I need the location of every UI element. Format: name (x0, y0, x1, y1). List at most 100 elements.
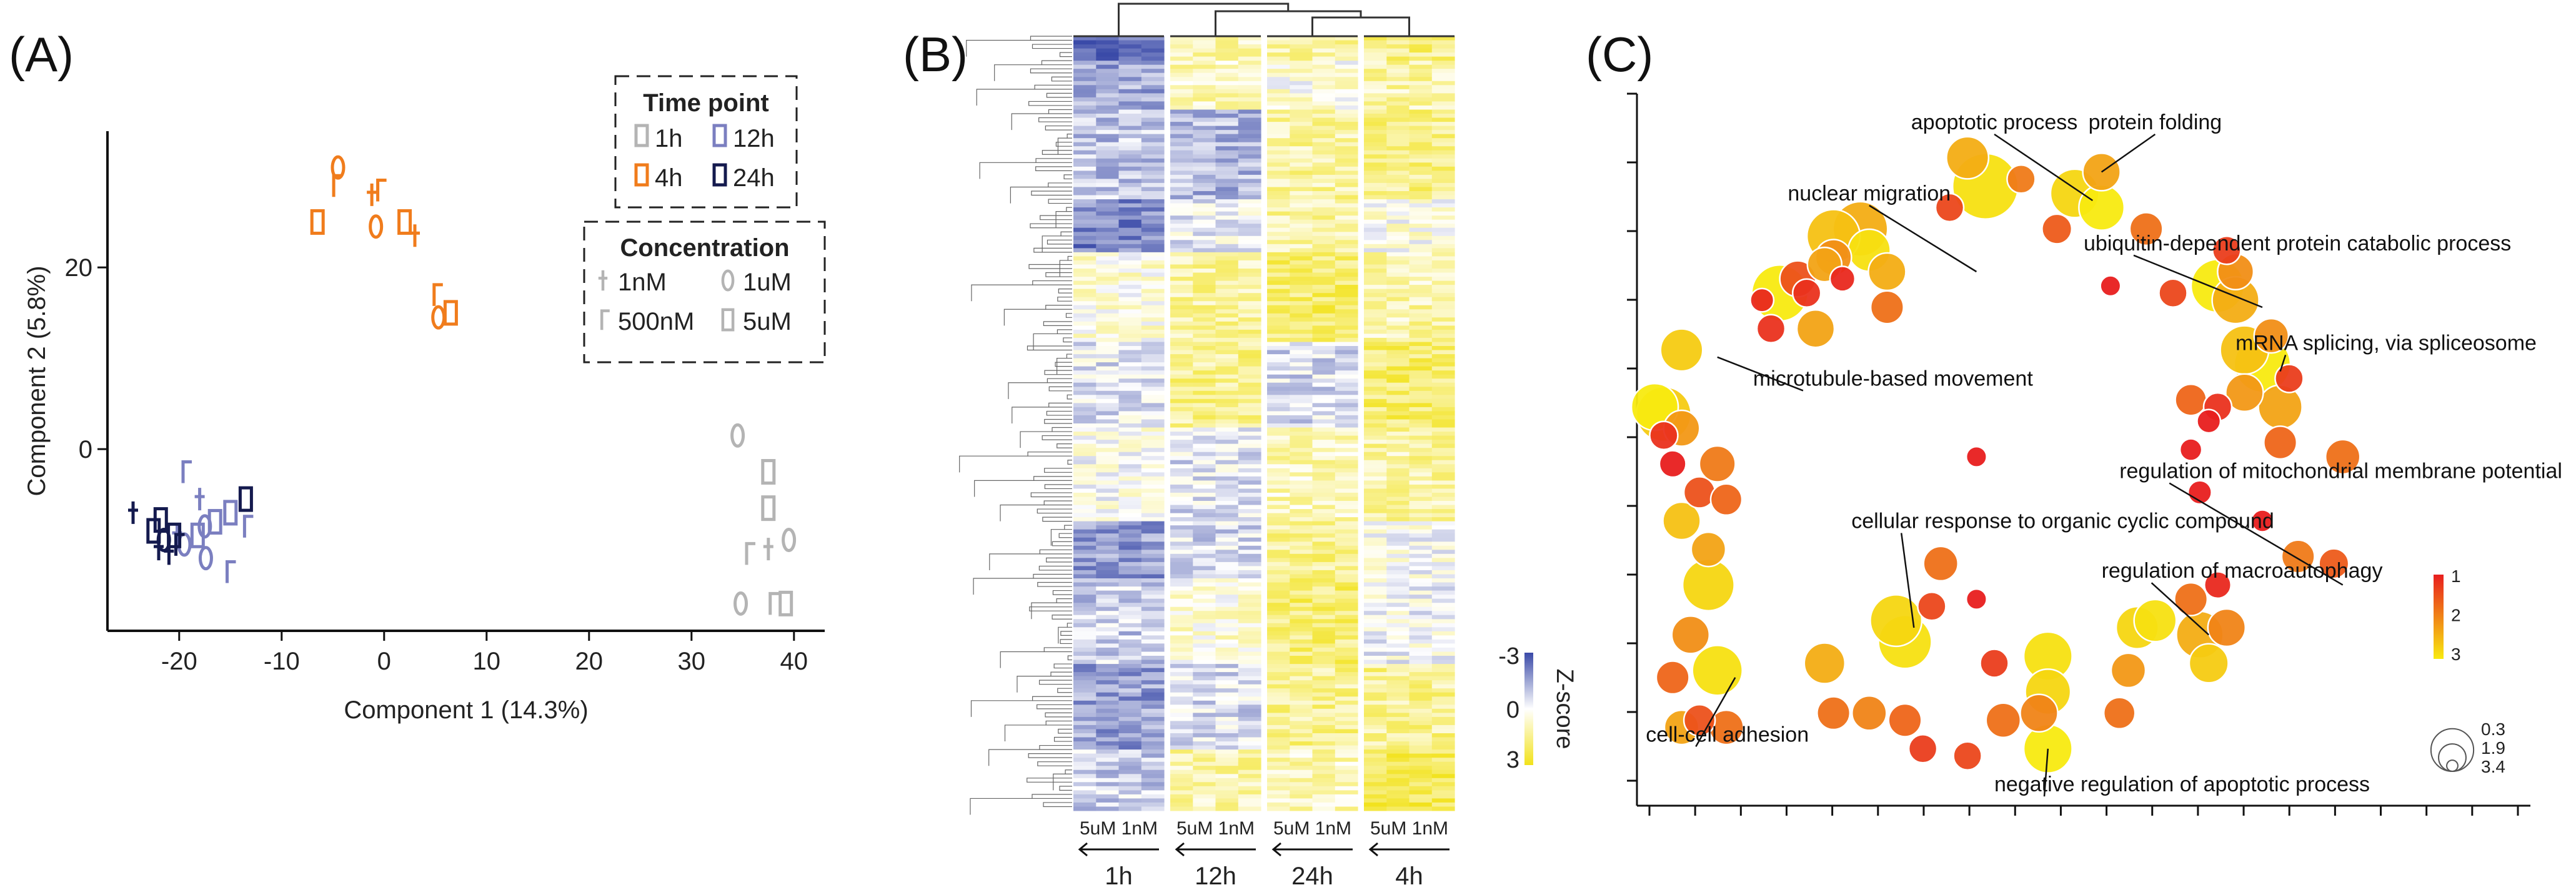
heatmap-cell (1215, 798, 1239, 803)
heatmap-cell (1141, 541, 1165, 546)
heatmap-cell (1431, 321, 1455, 326)
row-dendro-link (1033, 476, 1072, 481)
heatmap-cell (1073, 586, 1097, 591)
heatmap-cell (1267, 769, 1290, 774)
heatmap-cell (1335, 203, 1358, 208)
heatmap-cell (1312, 501, 1336, 505)
annotation-leader-line (1695, 677, 1736, 748)
heatmap-cell (1312, 334, 1336, 339)
heatmap-cell (1267, 89, 1290, 94)
heatmap-cell (1409, 606, 1433, 611)
heatmap-cell (1386, 252, 1410, 257)
heatmap-cell (1409, 700, 1433, 705)
annotations: apoptotic process protein foldingnuclear … (1646, 111, 2562, 797)
heatmap-cell (1193, 761, 1216, 766)
heatmap-cell (1386, 407, 1410, 412)
heatmap-cell (1193, 497, 1216, 502)
heatmap-cell (1267, 334, 1290, 339)
heatmap-cell (1141, 317, 1165, 322)
row-dendro-link (1067, 655, 1072, 661)
heatmap-cell (1290, 598, 1313, 603)
heatmap-cell (1386, 325, 1410, 330)
heatmap-cell (1193, 802, 1216, 807)
heatmap-cell (1364, 623, 1387, 628)
heatmap-cell (1335, 737, 1358, 742)
heatmap-cell (1312, 337, 1336, 342)
heatmap-cell (1386, 293, 1410, 298)
heatmap-cell (1096, 69, 1120, 74)
heatmap-cell (1238, 387, 1261, 392)
annotation-label: regulation of macroautophagy (2102, 559, 2383, 583)
heatmap-cell (1386, 545, 1410, 550)
heatmap-cell (1386, 395, 1410, 400)
heatmap-cell (1409, 448, 1433, 453)
heatmap-cell (1409, 582, 1433, 587)
heatmap-cell (1409, 277, 1433, 282)
heatmap-cell (1267, 122, 1290, 127)
heatmap-cell (1431, 529, 1455, 534)
heatmap-cell (1193, 248, 1216, 253)
heatmap-cell (1431, 329, 1455, 334)
heatmap-cell (1409, 631, 1433, 636)
heatmap-cell (1312, 517, 1336, 522)
heatmap-cell (1290, 635, 1313, 640)
column-label-24h-1nM: 1nM (1315, 818, 1351, 839)
heatmap-cell (1409, 162, 1433, 167)
heatmap-cell (1364, 390, 1387, 395)
heatmap-cell (1170, 521, 1193, 526)
heatmap-cell (1170, 656, 1193, 660)
heatmap-cell (1238, 615, 1261, 620)
heatmap-cell (1073, 561, 1097, 566)
heatmap-cell (1170, 72, 1193, 77)
heatmap-cell (1141, 224, 1165, 229)
heatmap-cell (1312, 158, 1336, 163)
heatmap-cell (1141, 72, 1165, 77)
heatmap-cell (1118, 639, 1142, 644)
heatmap-cell (1073, 85, 1097, 90)
heatmap-cell (1364, 219, 1387, 224)
heatmap-cell (1096, 611, 1120, 616)
heatmap-cell (1364, 89, 1387, 94)
heatmap-cell (1290, 415, 1313, 420)
go-term-bubble (1796, 309, 1836, 349)
heatmap-cell (1409, 211, 1433, 216)
heatmap-cell (1290, 244, 1313, 249)
row-dendro-link (1044, 418, 1072, 424)
series-24h (128, 486, 253, 565)
heatmap-cell (1267, 541, 1290, 546)
heatmap-cell (1238, 488, 1261, 493)
heatmap-cell (1364, 680, 1387, 685)
heatmap-cell (1409, 235, 1433, 240)
heatmap-cell (1193, 321, 1216, 326)
heatmap-cell (1409, 676, 1433, 681)
heatmap-cell (1364, 44, 1387, 49)
heatmap-cell (1409, 578, 1433, 583)
row-dendro-link (1033, 247, 1072, 253)
heatmap-cell (1170, 224, 1193, 229)
heatmap-cell (1073, 142, 1097, 147)
heatmap-cell (1290, 737, 1313, 742)
heatmap-cell (1238, 199, 1261, 204)
heatmap-cell (1238, 398, 1261, 403)
bubbles (1630, 136, 2361, 774)
heatmap-cell (1386, 215, 1410, 220)
heatmap-cell (1409, 370, 1433, 375)
heatmap-cell (1215, 256, 1239, 261)
heatmap-cell (1386, 578, 1410, 583)
heatmap-cell (1431, 769, 1455, 774)
heatmap-cell (1118, 325, 1142, 330)
heatmap-cell (1215, 664, 1239, 669)
heatmap-cell (1431, 566, 1455, 571)
heatmap-cell (1073, 631, 1097, 636)
heatmap-cell (1312, 452, 1336, 457)
value-colorbar-label: 3 (2451, 645, 2461, 664)
heatmap-cell (1267, 705, 1290, 710)
series-4h (310, 155, 458, 330)
heatmap-cell (1290, 509, 1313, 514)
heatmap-cell (1267, 468, 1290, 473)
heatmap-cell (1431, 203, 1455, 208)
heatmap-cell (1170, 643, 1193, 648)
heatmap-cell (1312, 603, 1336, 608)
heatmap-cell (1431, 724, 1455, 729)
heatmap-cell (1118, 582, 1142, 587)
